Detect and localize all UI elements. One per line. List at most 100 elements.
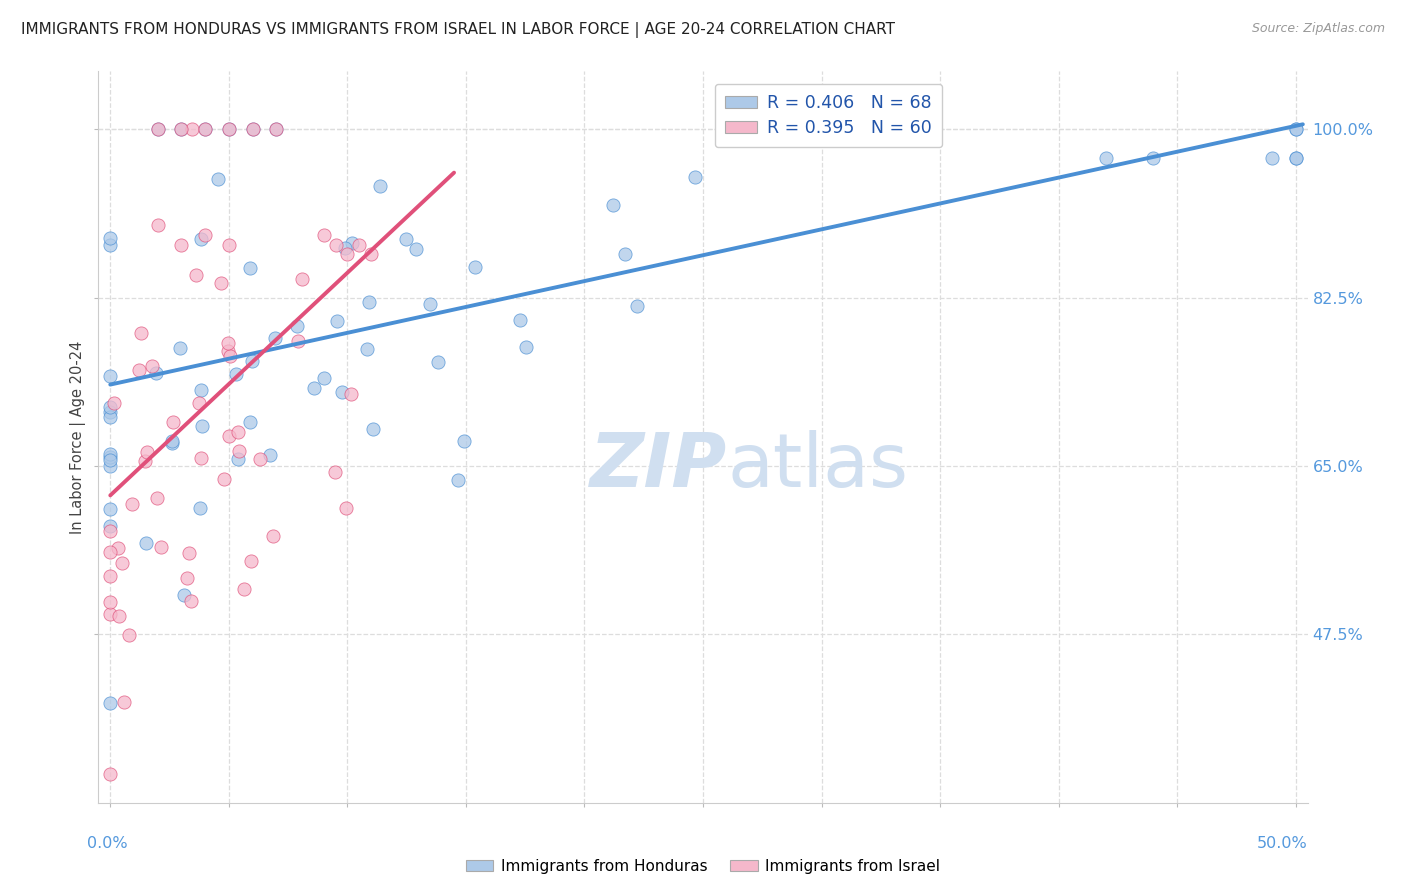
Point [107,541,129,556]
Point [217,343,239,358]
Point [188,501,211,516]
Point [240,554,263,568]
Point [170,237,193,252]
Point [218,122,240,136]
Point [146,219,169,233]
Point [218,429,240,443]
Point [304,382,326,396]
Point [170,122,193,136]
Point [218,122,240,136]
Point [190,232,212,246]
Point [1142,151,1164,165]
Point [98,452,121,467]
Point [1285,122,1308,136]
Point [146,122,169,136]
Point [98,450,121,464]
Point [335,500,357,515]
Point [340,235,363,250]
Point [180,593,202,607]
Point [464,260,486,275]
Point [98,696,121,710]
Point [340,386,363,401]
Point [361,422,384,436]
Point [136,444,159,458]
Point [360,247,382,261]
Point [190,383,212,397]
Point [150,540,173,554]
Point [169,341,191,355]
Point [128,363,150,377]
Point [1285,122,1308,136]
Point [98,545,121,559]
Point [330,385,353,400]
Point [264,122,287,136]
Point [395,231,418,245]
Point [325,314,347,328]
Point [145,367,167,381]
Point [98,447,121,461]
Point [194,122,217,136]
Point [108,609,131,624]
Point [98,595,121,609]
Point [1261,151,1284,165]
Point [98,502,121,516]
Point [190,450,212,465]
Point [312,227,335,242]
Point [1285,151,1308,165]
Text: 50.0%: 50.0% [1257,836,1308,851]
Point [240,354,263,368]
Point [98,410,121,425]
Point [217,335,239,350]
Point [207,172,229,186]
Point [98,524,121,538]
Point [219,350,242,364]
Point [312,371,335,385]
Point [98,230,121,244]
Point [98,369,121,384]
Point [602,197,624,211]
Point [141,359,163,373]
Point [98,569,121,583]
Point [226,452,249,467]
Point [146,491,169,505]
Point [249,452,271,467]
Point [179,546,201,560]
Point [111,556,134,570]
Point [194,122,217,136]
Point [509,312,531,326]
Point [1285,151,1308,165]
Point [118,628,141,642]
Point [98,404,121,418]
Point [515,340,537,354]
Point [287,334,309,348]
Point [368,179,391,194]
Point [146,122,169,136]
Point [98,607,121,621]
Text: atlas: atlas [727,430,908,503]
Point [262,529,284,543]
Point [112,695,135,709]
Point [173,588,195,602]
Point [134,454,156,468]
Legend: R = 0.406   N = 68, R = 0.395   N = 60: R = 0.406 N = 68, R = 0.395 N = 60 [714,84,942,147]
Point [232,582,254,597]
Point [228,444,250,458]
Point [98,519,121,533]
Point [323,465,346,479]
Y-axis label: In Labor Force | Age 20-24: In Labor Force | Age 20-24 [70,341,86,533]
Text: IMMIGRANTS FROM HONDURAS VS IMMIGRANTS FROM ISRAEL IN LABOR FORCE | AGE 20-24 CO: IMMIGRANTS FROM HONDURAS VS IMMIGRANTS F… [21,22,896,38]
Point [98,767,121,781]
Text: Source: ZipAtlas.com: Source: ZipAtlas.com [1251,22,1385,36]
Point [211,276,233,290]
Point [1095,151,1118,165]
Point [427,355,450,369]
Point [160,436,183,450]
Point [194,227,217,242]
Point [180,122,202,136]
Point [188,396,211,410]
Point [242,122,264,136]
Point [129,326,152,340]
Point [242,122,264,136]
Point [419,297,441,311]
Point [98,458,121,473]
